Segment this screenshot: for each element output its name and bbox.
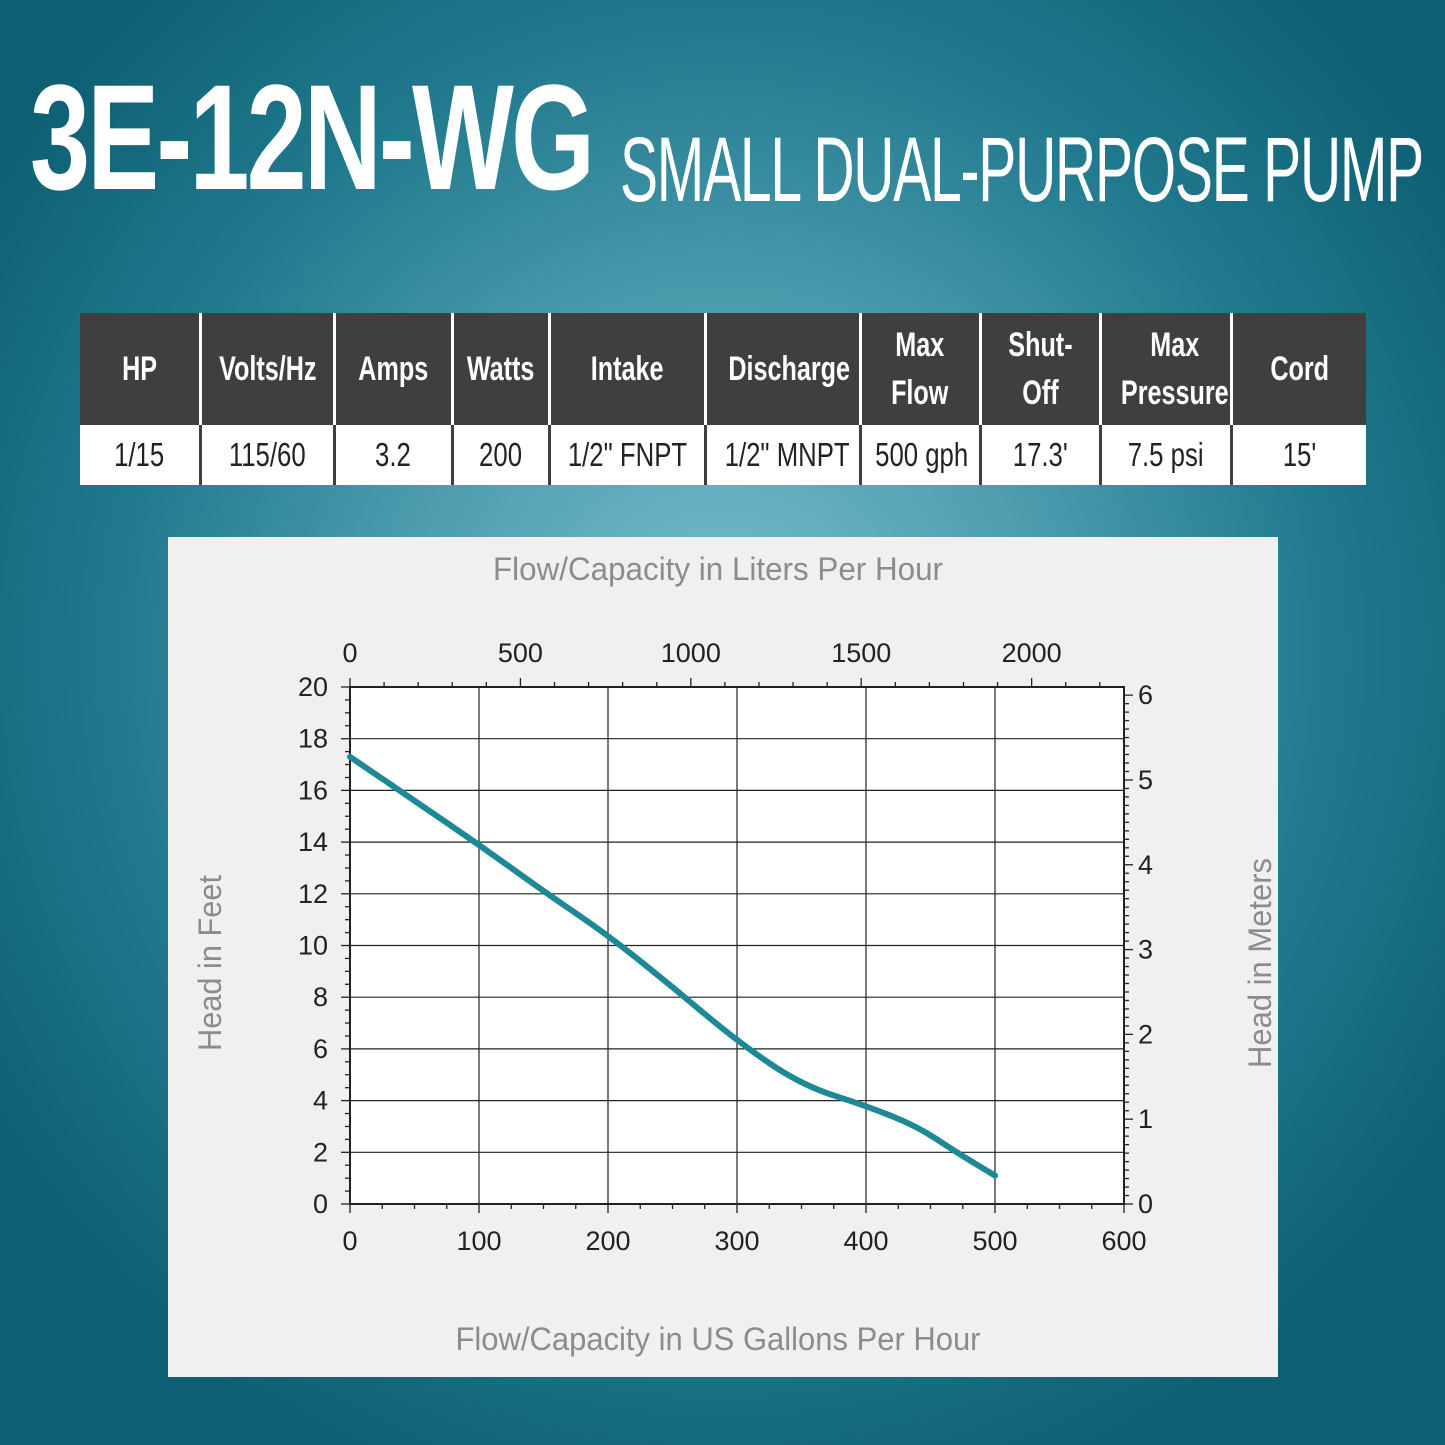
- product-subtitle: SMALL DUAL-PURPOSE PUMP: [620, 119, 1424, 221]
- y2-tick-label: 0: [1138, 1189, 1153, 1219]
- spec-header-max-flow: Max Flow: [858, 313, 980, 425]
- y2-tick-label: 6: [1138, 680, 1153, 710]
- y-tick-label: 14: [298, 827, 328, 857]
- x2-tick-label: 500: [498, 638, 543, 668]
- spec-value-shut-off: 17.3': [978, 425, 1100, 485]
- chart-svg: Flow/Capacity in Liters Per Hour Flow/Ca…: [192, 551, 1278, 1357]
- top-axis-label: Flow/Capacity in Liters Per Hour: [493, 551, 943, 587]
- x2-tick-label: 1000: [661, 638, 721, 668]
- spec-value-max-pressure: 7.5 psi: [1098, 425, 1231, 485]
- y-tick-label: 18: [298, 724, 328, 754]
- y2-tick-label: 1: [1138, 1104, 1153, 1134]
- right-axis-label: Head in Meters: [1242, 858, 1278, 1068]
- x-tick-label: 500: [972, 1226, 1017, 1256]
- spec-value-max-flow: 500 gph: [858, 425, 980, 485]
- x-tick-label: 0: [342, 1226, 357, 1256]
- y-tick-label: 10: [298, 931, 328, 961]
- x-tick-label: 300: [714, 1226, 759, 1256]
- spec-value-cord: 15': [1229, 425, 1366, 485]
- y2-tick-label: 4: [1138, 850, 1153, 880]
- spec-header-cord: Cord: [1229, 313, 1366, 425]
- pump-curve-line: [347, 753, 998, 1179]
- y-tick-label: 0: [313, 1189, 328, 1219]
- x-tick-label: 600: [1101, 1226, 1146, 1256]
- spec-value-row: 1/15 115/60 3.2 200 1/2" FNPT 1/2" MNPT …: [80, 425, 1366, 485]
- x2-tick-label: 2000: [1002, 638, 1062, 668]
- y2-tick-label: 3: [1138, 935, 1153, 965]
- model-number: 3E-12N-WG: [30, 53, 595, 221]
- spec-value-watts: 200: [450, 425, 549, 485]
- x-tick-label: 100: [456, 1226, 501, 1256]
- x2-tick-label: 1500: [831, 638, 891, 668]
- y2-tick-label: 2: [1138, 1019, 1153, 1049]
- spec-header-intake: Intake: [547, 313, 705, 425]
- spec-header-max-pressure: Max Pressure: [1098, 313, 1231, 425]
- spec-table: HP Volts/Hz Amps Watts Intake Discharge …: [80, 313, 1366, 485]
- y-tick-label: 6: [313, 1034, 328, 1064]
- bottom-axis-label: Flow/Capacity in US Gallons Per Hour: [456, 1321, 981, 1357]
- y-tick-label: 2: [313, 1137, 328, 1167]
- x-tick-label: 400: [843, 1226, 888, 1256]
- y-tick-label: 4: [313, 1086, 328, 1116]
- title-row: 3E-12N-WG SMALL DUAL-PURPOSE PUMP: [30, 62, 1430, 222]
- y-tick-label: 8: [313, 982, 328, 1012]
- spec-header-discharge: Discharge: [703, 313, 860, 425]
- spec-header-row: HP Volts/Hz Amps Watts Intake Discharge …: [80, 313, 1366, 425]
- plot-frame: [349, 686, 1125, 1205]
- spec-header-amps: Amps: [332, 313, 452, 425]
- y-tick-label: 16: [298, 775, 328, 805]
- y-tick-label: 12: [298, 879, 328, 909]
- spec-value-discharge: 1/2" MNPT: [703, 425, 860, 485]
- y-tick-label: 20: [298, 672, 328, 702]
- x2-tick-label: 0: [342, 638, 357, 668]
- left-axis-label: Head in Feet: [192, 875, 228, 1051]
- spec-header-shut-off: Shut- Off: [978, 313, 1100, 425]
- spec-value-intake: 1/2" FNPT: [547, 425, 705, 485]
- x-tick-label: 200: [585, 1226, 630, 1256]
- y2-tick-label: 5: [1138, 765, 1153, 795]
- spec-header-watts: Watts: [450, 313, 549, 425]
- spec-header-volts: Volts/Hz: [198, 313, 334, 425]
- spec-value-amps: 3.2: [332, 425, 452, 485]
- spec-header-hp: HP: [80, 313, 200, 425]
- spec-value-hp: 1/15: [80, 425, 200, 485]
- pump-curve-chart: Flow/Capacity in Liters Per Hour Flow/Ca…: [168, 537, 1278, 1377]
- spec-value-volts: 115/60: [198, 425, 334, 485]
